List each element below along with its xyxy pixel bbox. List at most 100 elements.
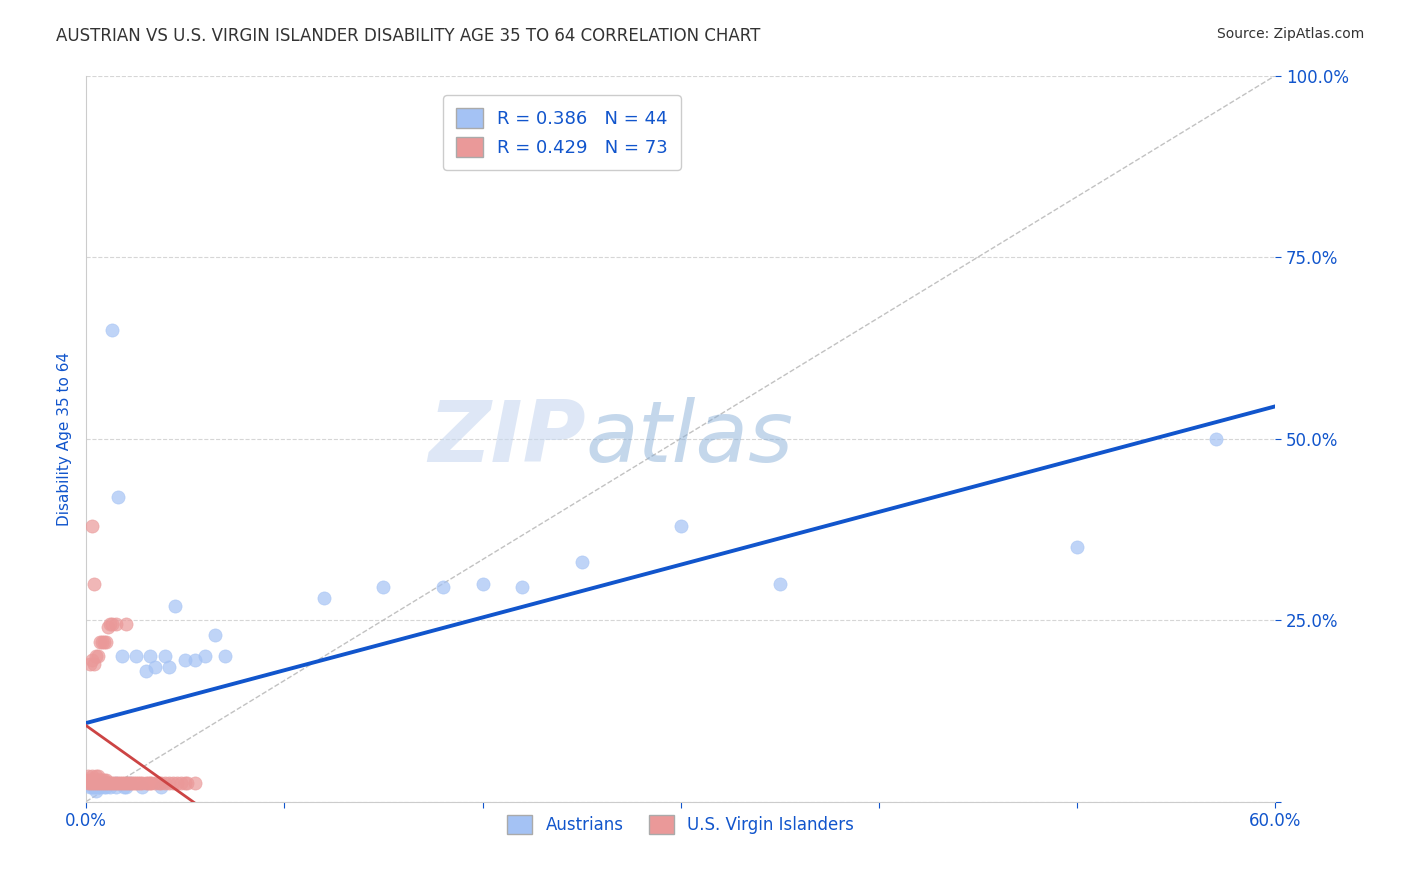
Austrians <box>194 649 217 664</box>
Austrians <box>432 581 454 595</box>
U.S. Virgin Islanders <box>135 776 157 790</box>
Austrians <box>118 776 141 790</box>
U.S. Virgin Islanders <box>150 776 173 790</box>
Austrians <box>104 776 127 790</box>
U.S. Virgin Islanders <box>131 776 153 790</box>
Austrians <box>373 581 395 595</box>
Austrians <box>150 780 173 794</box>
Austrians <box>669 518 692 533</box>
U.S. Virgin Islanders <box>83 776 105 790</box>
Austrians <box>571 555 593 569</box>
U.S. Virgin Islanders <box>87 649 110 664</box>
Text: ZIP: ZIP <box>427 397 585 480</box>
U.S. Virgin Islanders <box>83 657 105 671</box>
U.S. Virgin Islanders <box>162 776 184 790</box>
U.S. Virgin Islanders <box>103 776 125 790</box>
U.S. Virgin Islanders <box>128 776 150 790</box>
Austrians <box>135 664 157 678</box>
U.S. Virgin Islanders <box>90 772 112 787</box>
Austrians <box>1205 432 1227 446</box>
U.S. Virgin Islanders <box>80 769 103 783</box>
U.S. Virgin Islanders <box>90 776 112 790</box>
Text: atlas: atlas <box>585 397 793 480</box>
U.S. Virgin Islanders <box>170 776 193 790</box>
U.S. Virgin Islanders <box>84 772 107 787</box>
U.S. Virgin Islanders <box>84 769 107 783</box>
Austrians <box>93 780 115 794</box>
Text: Source: ZipAtlas.com: Source: ZipAtlas.com <box>1216 27 1364 41</box>
U.S. Virgin Islanders <box>111 776 134 790</box>
U.S. Virgin Islanders <box>80 772 103 787</box>
U.S. Virgin Islanders <box>83 576 105 591</box>
Austrians <box>104 780 127 794</box>
Austrians <box>79 780 101 794</box>
Austrians <box>312 591 335 606</box>
Austrians <box>214 649 236 664</box>
U.S. Virgin Islanders <box>114 616 136 631</box>
U.S. Virgin Islanders <box>89 635 111 649</box>
U.S. Virgin Islanders <box>89 776 111 790</box>
U.S. Virgin Islanders <box>184 776 207 790</box>
U.S. Virgin Islanders <box>124 776 146 790</box>
U.S. Virgin Islanders <box>80 518 103 533</box>
U.S. Virgin Islanders <box>104 776 127 790</box>
Austrians <box>1066 541 1088 555</box>
U.S. Virgin Islanders <box>80 653 103 667</box>
Austrians <box>124 649 146 664</box>
U.S. Virgin Islanders <box>83 772 105 787</box>
U.S. Virgin Islanders <box>157 776 180 790</box>
U.S. Virgin Islanders <box>77 772 100 787</box>
U.S. Virgin Islanders <box>97 776 120 790</box>
Austrians <box>165 599 187 613</box>
Austrians <box>90 776 112 790</box>
U.S. Virgin Islanders <box>114 776 136 790</box>
U.S. Virgin Islanders <box>108 776 131 790</box>
U.S. Virgin Islanders <box>79 776 101 790</box>
U.S. Virgin Islanders <box>112 776 135 790</box>
Austrians <box>510 581 533 595</box>
Austrians <box>80 780 103 794</box>
U.S. Virgin Islanders <box>94 776 117 790</box>
Legend: Austrians, U.S. Virgin Islanders: Austrians, U.S. Virgin Islanders <box>498 805 865 844</box>
U.S. Virgin Islanders <box>145 776 167 790</box>
U.S. Virgin Islanders <box>155 776 177 790</box>
U.S. Virgin Islanders <box>87 769 110 783</box>
Austrians <box>84 783 107 797</box>
U.S. Virgin Islanders <box>107 776 129 790</box>
U.S. Virgin Islanders <box>98 616 121 631</box>
U.S. Virgin Islanders <box>174 776 197 790</box>
Austrians <box>155 649 177 664</box>
U.S. Virgin Islanders <box>148 776 170 790</box>
U.S. Virgin Islanders <box>84 649 107 664</box>
U.S. Virgin Islanders <box>90 635 112 649</box>
U.S. Virgin Islanders <box>84 776 107 790</box>
U.S. Virgin Islanders <box>101 776 124 790</box>
U.S. Virgin Islanders <box>141 776 163 790</box>
U.S. Virgin Islanders <box>93 772 115 787</box>
Austrians <box>89 780 111 794</box>
Austrians <box>84 780 107 794</box>
Austrians <box>131 780 153 794</box>
Text: AUSTRIAN VS U.S. VIRGIN ISLANDER DISABILITY AGE 35 TO 64 CORRELATION CHART: AUSTRIAN VS U.S. VIRGIN ISLANDER DISABIL… <box>56 27 761 45</box>
U.S. Virgin Islanders <box>122 776 145 790</box>
Austrians <box>145 660 167 674</box>
U.S. Virgin Islanders <box>87 772 110 787</box>
Austrians <box>174 653 197 667</box>
U.S. Virgin Islanders <box>93 776 115 790</box>
U.S. Virgin Islanders <box>136 776 159 790</box>
Austrians <box>107 490 129 504</box>
Austrians <box>204 627 226 641</box>
Austrians <box>94 776 117 790</box>
U.S. Virgin Islanders <box>121 776 143 790</box>
U.S. Virgin Islanders <box>118 776 141 790</box>
U.S. Virgin Islanders <box>94 635 117 649</box>
U.S. Virgin Islanders <box>127 776 149 790</box>
Austrians <box>94 780 117 794</box>
U.S. Virgin Islanders <box>77 769 100 783</box>
Austrians <box>157 660 180 674</box>
U.S. Virgin Islanders <box>79 657 101 671</box>
U.S. Virgin Islanders <box>104 616 127 631</box>
U.S. Virgin Islanders <box>138 776 160 790</box>
Austrians <box>101 323 124 337</box>
U.S. Virgin Islanders <box>79 772 101 787</box>
